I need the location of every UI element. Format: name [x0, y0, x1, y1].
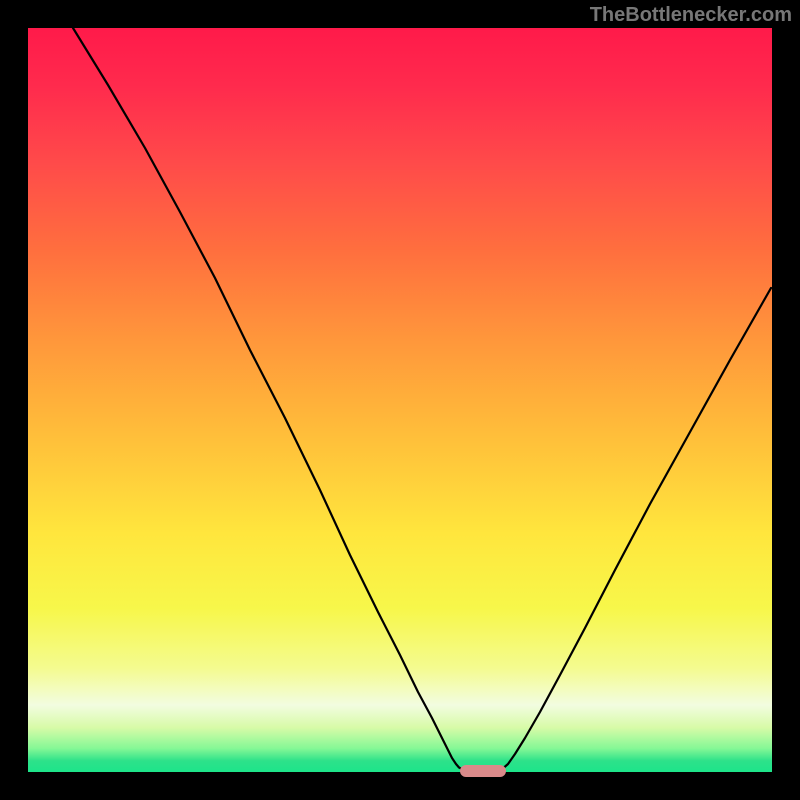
bottleneck-chart	[0, 0, 800, 800]
chart-container: TheBottlenecker.com	[0, 0, 800, 800]
watermark-text: TheBottlenecker.com	[590, 4, 792, 27]
optimal-marker	[460, 765, 506, 777]
